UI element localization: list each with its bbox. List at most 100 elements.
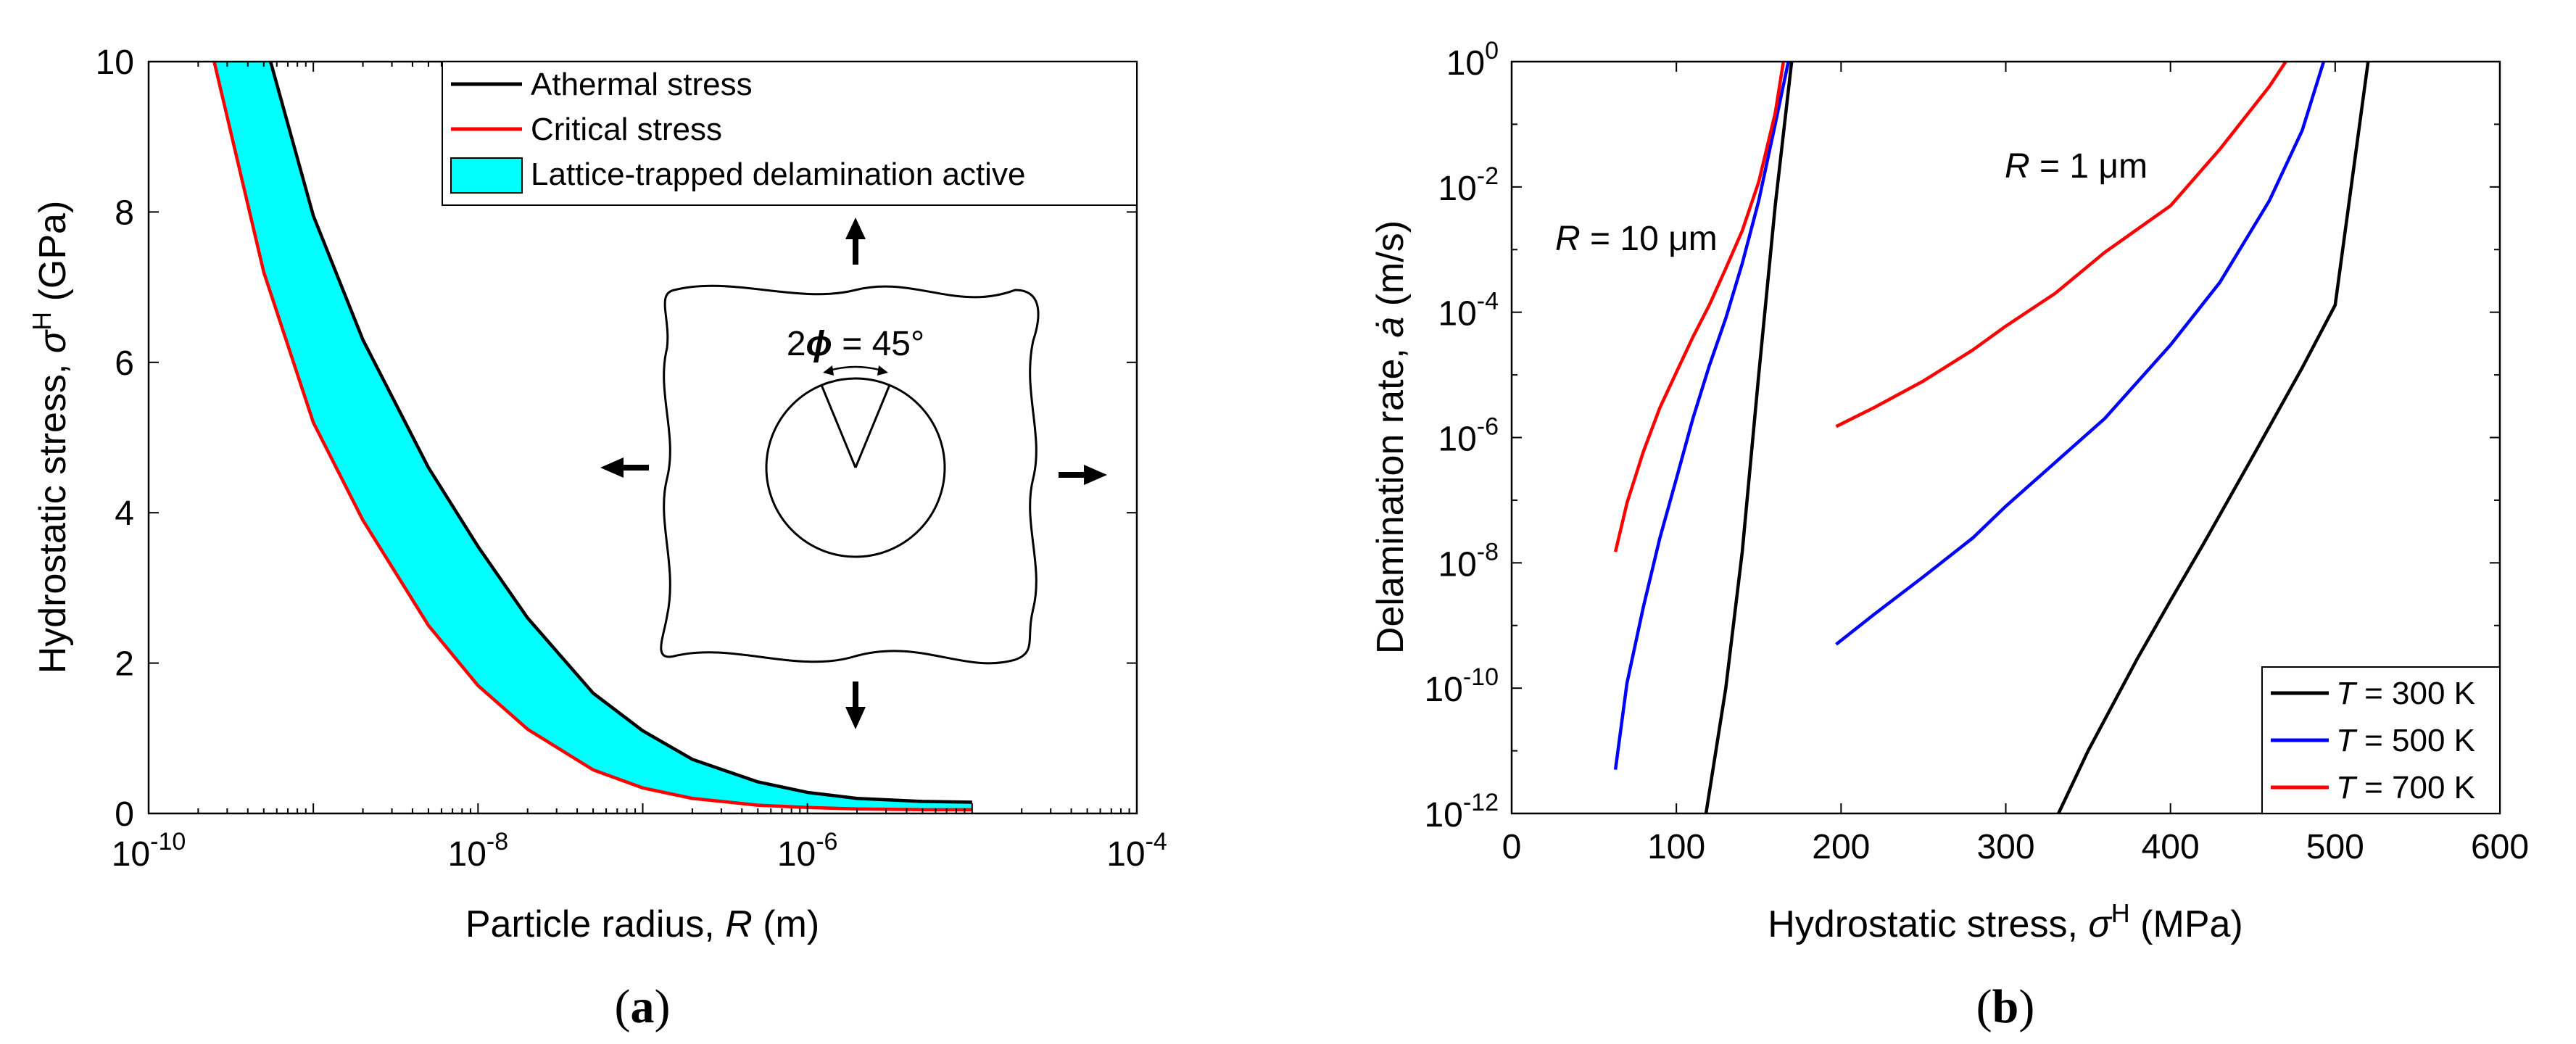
annotation-r1-text: = 1 μm xyxy=(2030,147,2148,186)
angle-label-var: ϕ xyxy=(806,325,832,363)
series-line-b-4 xyxy=(1835,62,2326,646)
y-axis-label-a: Hydrostatic stress, σH (GPa) xyxy=(27,201,74,674)
x-tick-label-b: 300 xyxy=(1976,828,2034,866)
y-axis-label-b-text: Delamination rate, xyxy=(1370,338,1412,654)
y-tick-label-b: 10-12 xyxy=(1424,789,1499,834)
legend-b-label-700-text: = 700 K xyxy=(2356,770,2475,805)
x-tick-label-b: 600 xyxy=(2471,828,2529,866)
y-tick-label-a: 8 xyxy=(115,194,134,232)
x-axis-label-b-sup: H xyxy=(2111,898,2130,928)
panel-label-a-letter: a xyxy=(631,980,655,1033)
panel-label-a: (a) xyxy=(615,980,671,1033)
plot-area-b xyxy=(1613,62,2370,813)
wavy-boundary xyxy=(660,284,1040,665)
angle-label-suffix: = 45° xyxy=(832,325,924,363)
x-tick-label-a: 10-4 xyxy=(1106,828,1167,874)
series-line-b-1 xyxy=(1613,62,1790,770)
y-tick-label-b: 100 xyxy=(1446,37,1499,83)
y-axis-label-a-sup: H xyxy=(27,312,57,331)
arrow-right-icon xyxy=(1059,465,1107,485)
y-axis-label-a-unit: (GPa) xyxy=(32,201,74,312)
annotation-r1: R = 1 μm xyxy=(2005,147,2148,186)
y-axis-label-a-text: Hydrostatic stress, xyxy=(32,353,74,674)
panel-label-a-open: ( xyxy=(615,980,631,1033)
panel-label-b-close: ) xyxy=(2018,980,2034,1033)
series-line-b-0 xyxy=(1704,62,1794,813)
y-tick-label-a: 4 xyxy=(115,494,134,533)
series-line-a-critical xyxy=(212,62,972,812)
x-tick-label-b: 400 xyxy=(2142,828,2200,866)
legend-b-label-300-var: T xyxy=(2336,676,2358,711)
x-axis-label-a-unit: (m) xyxy=(753,903,819,945)
panel-label-b-open: ( xyxy=(1976,980,1992,1033)
legend-a-swatch-fill xyxy=(450,157,523,194)
x-tick-label-a: 10-6 xyxy=(777,828,838,874)
arrow-down-icon xyxy=(845,682,866,729)
annotation-r1-var: R xyxy=(2005,147,2030,186)
x-axis-label-b-text: Hydrostatic stress, xyxy=(1768,903,2088,945)
x-tick-label-b: 0 xyxy=(1502,828,1522,866)
y-tick-label-b: 10-2 xyxy=(1438,162,1499,208)
series-line-a-athermal xyxy=(269,62,972,804)
particle-circle xyxy=(765,377,946,558)
legend-a-box xyxy=(442,61,1138,206)
arrow-up-icon xyxy=(845,218,866,265)
y-tick-label-b: 10-4 xyxy=(1438,288,1499,334)
x-axis-label-a-text: Particle radius, xyxy=(465,903,725,945)
legend-b-label-500-var: T xyxy=(2336,723,2358,758)
ticks-b: 0 100 200 300 400 500 600 10-12 10-10 10-8 10-6 10-… xyxy=(1424,37,2529,866)
y-axis-label-b: Delamination rate, ȧ (m/s) xyxy=(1370,220,1412,654)
panel-label-b: (b) xyxy=(1976,980,2035,1033)
legend-b: T = 300 K T = 500 K T = 700 K xyxy=(2261,666,2501,814)
y-tick-label-a: 10 xyxy=(96,44,134,82)
panel-b: 0 100 200 300 400 500 600 10-12 10-10 10-8 10-6 10-… xyxy=(1370,37,2529,1033)
y-tick-label-b: 10-8 xyxy=(1438,538,1499,584)
x-axis-label-a: Particle radius, R (m) xyxy=(465,903,819,945)
y-tick-label-b: 10-10 xyxy=(1424,663,1499,709)
crack-line-right xyxy=(854,384,891,468)
legend-b-label-300: T = 300 K xyxy=(2336,676,2475,711)
x-axis-label-a-var: R xyxy=(725,903,753,945)
legend-b-label-700: T = 700 K xyxy=(2336,770,2475,805)
legend-b-label-300-text: = 300 K xyxy=(2356,676,2475,711)
plot-area-a xyxy=(212,62,972,812)
x-tick-label-a: 10-8 xyxy=(448,828,509,874)
crack-line-left xyxy=(820,384,857,468)
series-line-b-2 xyxy=(1613,62,1786,552)
y-tick-label-a: 0 xyxy=(115,795,134,834)
legend-b-label-500: T = 500 K xyxy=(2336,723,2475,758)
annotation-r10-text: = 10 μm xyxy=(1581,220,1718,258)
x-axis-label-b: Hydrostatic stress, σH (MPa) xyxy=(1768,898,2242,945)
panel-label-a-close: ) xyxy=(655,980,671,1033)
angle-label-prefix: 2 xyxy=(787,325,806,363)
y-axis-label-b-unit: (m/s) xyxy=(1370,220,1412,317)
annotation-r10: R = 10 μm xyxy=(1555,220,1718,258)
legend-b-label-700-var: T xyxy=(2336,770,2358,805)
annotation-r10-var: R xyxy=(1555,220,1581,258)
angle-arc-head-right xyxy=(877,365,888,376)
legend-a-label-critical: Critical stress xyxy=(531,112,722,147)
y-axis-label-a-var: σ xyxy=(32,329,74,353)
angle-arc xyxy=(826,365,885,373)
arrow-left-icon xyxy=(600,457,649,478)
x-axis-label-b-var: σ xyxy=(2088,903,2112,945)
y-tick-label-a: 6 xyxy=(115,344,134,383)
ticks-a: 10-10 10-8 10-6 10-4 0 2 4 6 8 10 xyxy=(96,44,1167,874)
legend-a: Athermal stress Critical stress Lattice-… xyxy=(442,61,1138,206)
panel-a: 10-10 10-8 10-6 10-4 0 2 4 6 8 10 Particle radius… xyxy=(27,44,1167,1033)
y-tick-label-b: 10-6 xyxy=(1438,413,1499,459)
panel-label-b-letter: b xyxy=(1992,980,2019,1033)
legend-a-label-fill: Lattice-trapped delamination active xyxy=(531,157,1025,192)
x-axis-label-b-unit: (MPa) xyxy=(2130,903,2243,945)
series-line-b-3 xyxy=(2057,62,2370,813)
legend-b-label-500-text: = 500 K xyxy=(2356,723,2475,758)
angle-label: 2ϕ = 45° xyxy=(787,325,924,363)
y-tick-label-a: 2 xyxy=(115,645,134,684)
series-line-b-5 xyxy=(1835,62,2287,428)
y-axis-label-b-var: ȧ xyxy=(1370,317,1412,338)
legend-a-label-athermal: Athermal stress xyxy=(531,67,753,102)
x-tick-label-a: 10-10 xyxy=(112,828,186,874)
x-tick-label-b: 500 xyxy=(2306,828,2364,866)
inset-schematic: 2ϕ = 45° xyxy=(600,218,1107,729)
